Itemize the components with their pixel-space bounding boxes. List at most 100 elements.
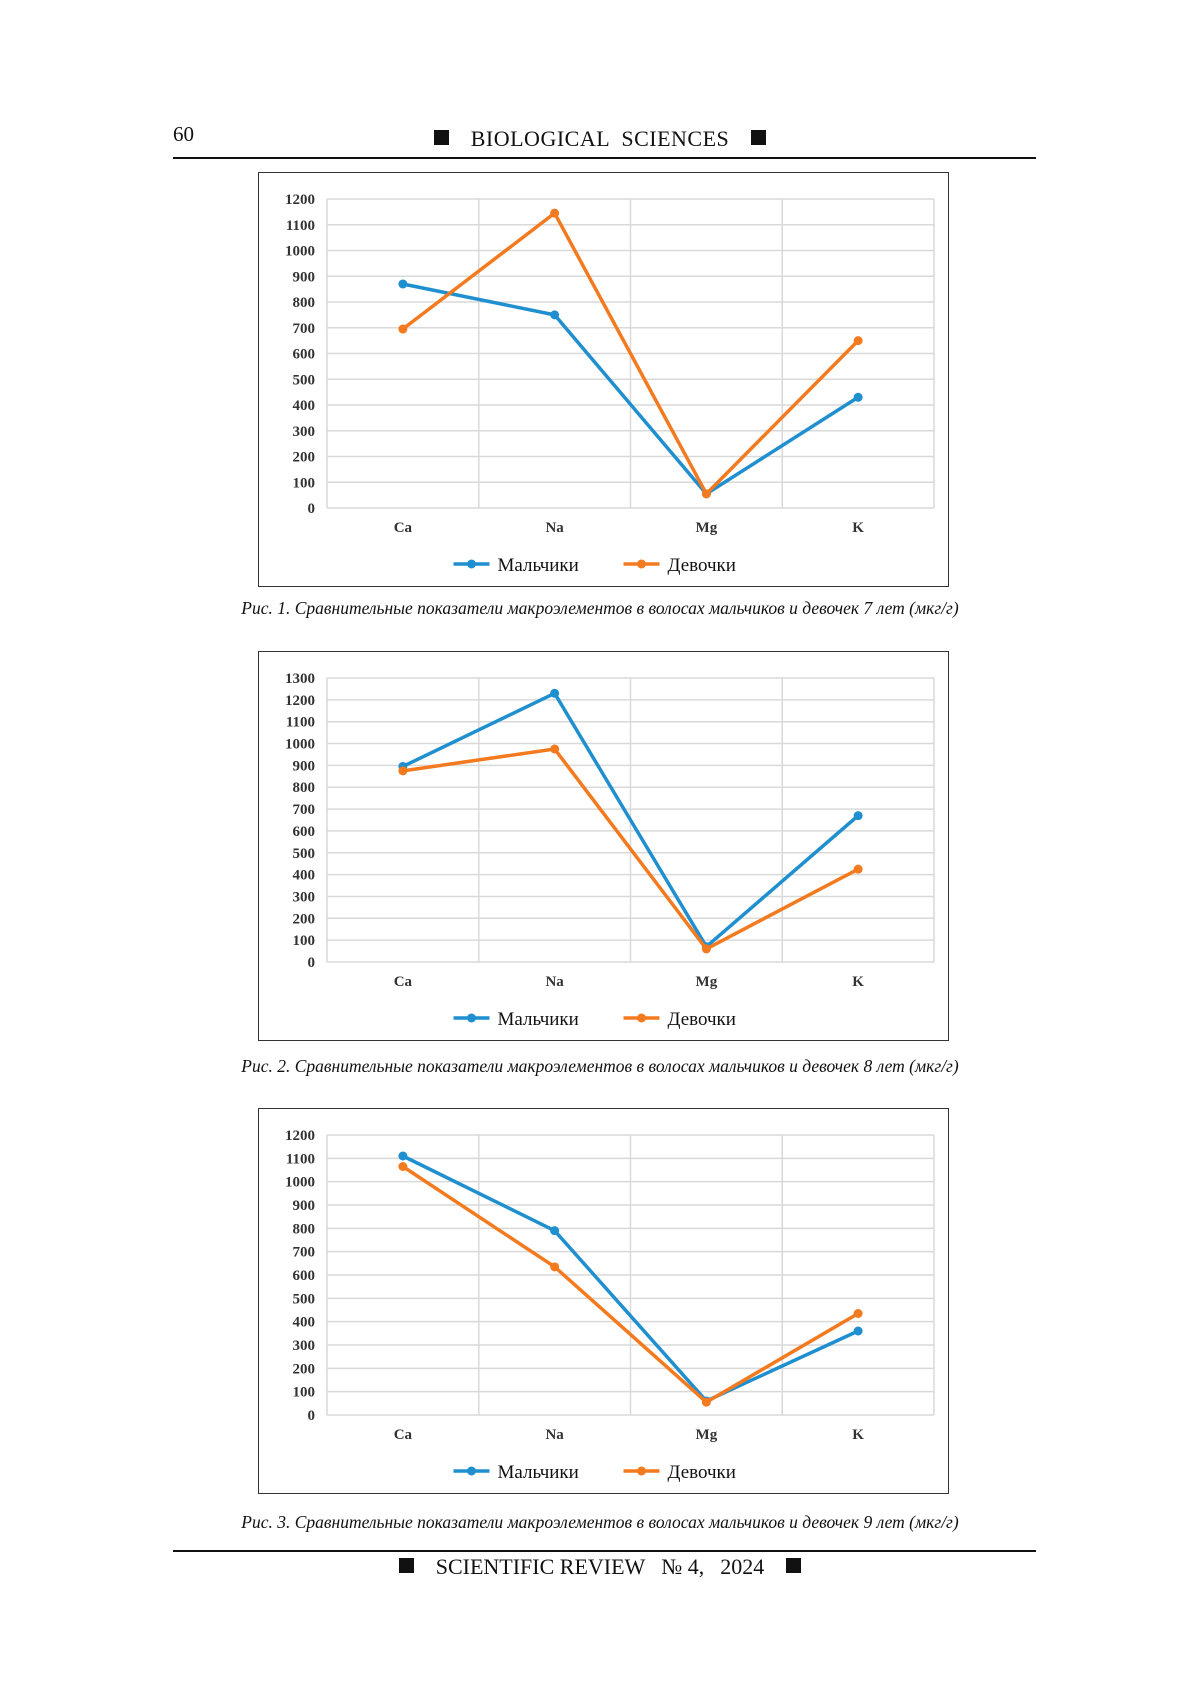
figure-1-caption: Рис. 1. Сравнительные показатели макроэл…	[0, 598, 1200, 619]
data-point-boys	[550, 689, 559, 698]
footer-rule	[173, 1550, 1036, 1552]
y-tick-label: 1200	[285, 1128, 315, 1144]
data-point-girls	[702, 489, 711, 498]
data-point-girls	[398, 325, 407, 334]
y-tick-label: 800	[293, 780, 316, 796]
running-header: BIOLOGICAL SCIENCES	[0, 126, 1200, 152]
x-tick-label: Ca	[394, 520, 413, 536]
figure-3-caption: Рис. 3. Сравнительные показатели макроэл…	[0, 1512, 1200, 1533]
y-tick-label: 400	[293, 398, 316, 414]
footer-issue: № 4,	[661, 1554, 704, 1579]
y-tick-label: 100	[293, 1385, 316, 1401]
y-tick-label: 300	[293, 1338, 316, 1354]
legend-label: Мальчики	[498, 1462, 579, 1483]
square-bullet-icon	[751, 130, 766, 145]
y-tick-label: 400	[293, 868, 316, 884]
y-tick-label: 0	[308, 955, 316, 971]
legend-marker-icon	[637, 1014, 646, 1023]
figure-3-chart: 0100200300400500600700800900100011001200…	[258, 1108, 949, 1494]
square-bullet-icon	[434, 130, 449, 145]
legend-marker-icon	[467, 1467, 476, 1476]
y-tick-label: 0	[308, 1408, 316, 1424]
legend-label: Девочки	[668, 1462, 736, 1483]
x-tick-label: Mg	[696, 1427, 718, 1443]
data-point-girls	[854, 1309, 863, 1318]
y-tick-label: 200	[293, 1361, 316, 1377]
legend-label: Девочки	[668, 555, 736, 576]
legend-item-boys: Мальчики	[454, 1009, 579, 1030]
y-tick-label: 800	[293, 1221, 316, 1237]
figure-1-chart: 0100200300400500600700800900100011001200…	[258, 172, 949, 587]
data-point-boys	[550, 310, 559, 319]
legend-item-girls: Девочки	[624, 1009, 736, 1030]
y-tick-label: 1000	[285, 1175, 315, 1191]
data-point-girls	[550, 745, 559, 754]
data-point-girls	[398, 1162, 407, 1171]
data-point-boys	[854, 1327, 863, 1336]
y-tick-label: 200	[293, 911, 316, 927]
legend-label: Мальчики	[498, 555, 579, 576]
data-point-girls	[854, 336, 863, 345]
x-tick-label: Ca	[394, 1427, 413, 1443]
data-point-girls	[854, 865, 863, 874]
y-tick-label: 1000	[285, 244, 315, 260]
y-tick-label: 900	[293, 1198, 316, 1214]
y-tick-label: 700	[293, 321, 316, 337]
y-tick-label: 500	[293, 846, 316, 862]
y-tick-label: 1100	[286, 715, 315, 731]
y-tick-label: 300	[293, 424, 316, 440]
y-tick-label: 800	[293, 295, 316, 311]
figure-2-chart: 0 100 200 300 400 500 600 700 800 900 1000 1100 1200…	[258, 651, 949, 1041]
y-tick-label: 700	[293, 802, 316, 818]
legend-marker-icon	[467, 1014, 476, 1023]
legend-item-boys: Мальчики	[454, 555, 579, 576]
journal-section: BIOLOGICAL SCIENCES	[471, 126, 730, 151]
running-footer: SCIENTIFIC REVIEW№ 4,2024	[0, 1554, 1200, 1580]
y-tick-label: 1000	[285, 737, 315, 753]
y-tick-label: 1100	[286, 1151, 315, 1167]
x-tick-label: Ca	[394, 974, 413, 990]
y-tick-label: 1200	[285, 693, 315, 709]
data-point-girls	[398, 766, 407, 775]
x-tick-label: Na	[545, 1427, 564, 1443]
x-tick-label: K	[852, 520, 864, 536]
data-point-boys	[854, 393, 863, 402]
x-tick-label: K	[852, 974, 864, 990]
legend-label: Девочки	[668, 1009, 736, 1030]
legend-marker-icon	[637, 1467, 646, 1476]
data-point-boys	[398, 279, 407, 288]
legend-marker-icon	[467, 560, 476, 569]
line-chart-3: 0100200300400500600700800900100011001200…	[259, 1109, 948, 1493]
y-tick-label: 0	[308, 501, 316, 517]
legend-item-girls: Девочки	[624, 1462, 736, 1483]
y-tick-label: 100	[293, 933, 316, 949]
footer-journal: SCIENTIFIC REVIEW	[436, 1554, 646, 1579]
y-tick-label: 1100	[286, 218, 315, 234]
square-bullet-icon	[786, 1558, 801, 1573]
legend-item-boys: Мальчики	[454, 1462, 579, 1483]
y-tick-label: 300	[293, 889, 316, 905]
x-tick-label: Na	[545, 520, 564, 536]
data-point-boys	[854, 811, 863, 820]
x-tick-label: K	[852, 1427, 864, 1443]
y-tick-label: 500	[293, 372, 316, 388]
x-tick-label: Na	[545, 974, 564, 990]
line-chart-2: 0 100 200 300 400 500 600 700 800 900 1000 1100 1200…	[259, 652, 948, 1040]
legend-label: Мальчики	[498, 1009, 579, 1030]
data-point-girls	[550, 209, 559, 218]
x-tick-label: Mg	[696, 520, 718, 536]
y-tick-label: 1200	[285, 192, 315, 208]
page: 60 BIOLOGICAL SCIENCES 01002003004005006…	[0, 0, 1200, 1697]
y-tick-label: 1300	[285, 671, 315, 687]
square-bullet-icon	[399, 1558, 414, 1573]
data-point-boys	[398, 1152, 407, 1161]
x-tick-label: Mg	[696, 974, 718, 990]
legend-item-girls: Девочки	[624, 555, 736, 576]
data-point-boys	[550, 1226, 559, 1235]
y-tick-label: 600	[293, 824, 316, 840]
legend-marker-icon	[637, 560, 646, 569]
y-tick-label: 500	[293, 1291, 316, 1307]
y-tick-label: 900	[293, 758, 316, 774]
figure-2-caption: Рис. 2. Сравнительные показатели макроэл…	[0, 1056, 1200, 1077]
header-rule	[173, 157, 1036, 159]
